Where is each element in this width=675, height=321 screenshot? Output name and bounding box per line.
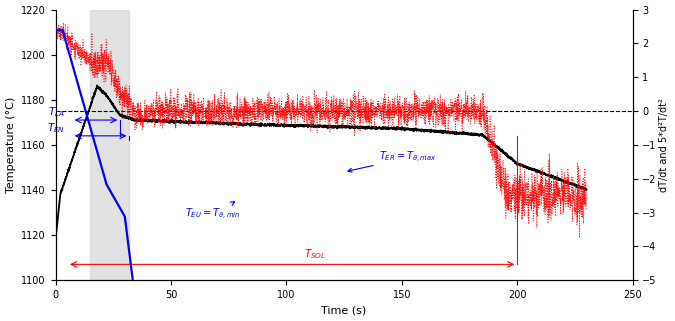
Y-axis label: Temperature (°C): Temperature (°C) (5, 97, 16, 193)
Text: $T_{LA}$: $T_{LA}$ (48, 105, 65, 119)
Text: $T_{EU}=T_{\vartheta,min}$: $T_{EU}=T_{\vartheta,min}$ (185, 202, 240, 222)
X-axis label: Time (s): Time (s) (321, 306, 367, 316)
Bar (90, 10, 130, 280)
Text: $T_{ER}=T_{\vartheta,max}$: $T_{ER}=T_{\vartheta,max}$ (348, 150, 437, 172)
Text: $T_{EN}$: $T_{EN}$ (47, 121, 65, 135)
Text: $T_{SOL}$: $T_{SOL}$ (304, 247, 327, 261)
Y-axis label: dT/dt and 5*d²T/dt²: dT/dt and 5*d²T/dt² (659, 98, 670, 192)
